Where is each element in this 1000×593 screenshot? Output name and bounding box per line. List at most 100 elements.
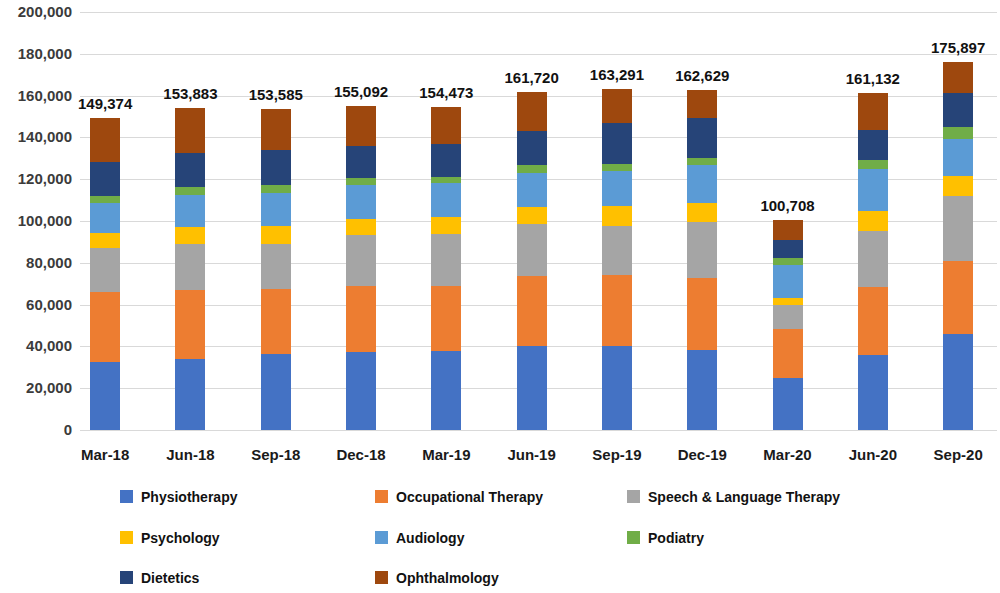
bar-segment-occupational-therapy <box>687 278 717 351</box>
bar-total-label: 100,708 <box>740 197 836 214</box>
x-axis-label: Mar-18 <box>62 446 148 463</box>
y-axis-tick-label: 100,000 <box>0 212 72 230</box>
bar-segment-occupational-therapy <box>943 261 973 334</box>
bar-segment-speech-language-therapy <box>858 231 888 286</box>
legend-label: Podiatry <box>648 530 704 546</box>
bar-total-label: 155,092 <box>313 83 409 100</box>
bar-sep-19 <box>602 89 632 430</box>
bar-segment-speech-language-therapy <box>431 234 461 286</box>
legend-label: Speech & Language Therapy <box>648 489 840 505</box>
y-axis-tick-label: 60,000 <box>0 296 72 314</box>
bar-segment-occupational-therapy <box>90 292 120 362</box>
bar-segment-dietetics <box>687 118 717 157</box>
legend-swatch-dietetics <box>120 571 133 584</box>
bar-segment-podiatry <box>687 158 717 165</box>
bar-segment-psychology <box>858 211 888 231</box>
bar-segment-physiotherapy <box>602 346 632 430</box>
bar-segment-physiotherapy <box>346 352 376 430</box>
bar-segment-audiology <box>517 173 547 208</box>
bar-segment-occupational-therapy <box>602 275 632 346</box>
bar-segment-physiotherapy <box>517 346 547 430</box>
bar-segment-psychology <box>90 233 120 248</box>
bar-segment-physiotherapy <box>175 359 205 430</box>
bar-segment-occupational-therapy <box>346 286 376 352</box>
bar-segment-speech-language-therapy <box>175 244 205 290</box>
y-axis-tick-label: 40,000 <box>0 337 72 355</box>
bar-mar-19 <box>431 107 461 430</box>
bar-sep-18 <box>261 109 291 430</box>
stacked-bar-chart: 020,00040,00060,00080,000100,000120,0001… <box>0 0 1000 593</box>
legend-label: Physiotherapy <box>141 489 237 505</box>
y-axis-tick-label: 200,000 <box>0 3 72 21</box>
bar-segment-physiotherapy <box>687 350 717 430</box>
legend-swatch-occupational-therapy <box>375 490 388 503</box>
bar-segment-audiology <box>431 183 461 216</box>
bar-segment-psychology <box>687 203 717 222</box>
bar-segment-dietetics <box>346 146 376 179</box>
bar-segment-audiology <box>261 193 291 226</box>
bar-segment-psychology <box>602 206 632 225</box>
gridline <box>80 430 997 431</box>
x-axis-label: Mar-19 <box>403 446 489 463</box>
legend-swatch-ophthalmology <box>375 571 388 584</box>
x-axis-label: Jun-18 <box>147 446 233 463</box>
bar-mar-18 <box>90 118 120 430</box>
bar-segment-dietetics <box>517 131 547 164</box>
bar-segment-occupational-therapy <box>261 289 291 355</box>
bar-segment-occupational-therapy <box>773 329 803 377</box>
legend-label: Occupational Therapy <box>396 489 543 505</box>
bar-segment-audiology <box>943 139 973 176</box>
bar-segment-speech-language-therapy <box>687 222 717 278</box>
bar-segment-psychology <box>517 207 547 224</box>
legend-swatch-psychology <box>120 531 133 544</box>
bar-segment-physiotherapy <box>943 334 973 430</box>
bar-segment-podiatry <box>943 127 973 139</box>
legend-swatch-speech-language-therapy <box>627 490 640 503</box>
gridline <box>80 12 997 13</box>
bar-segment-speech-language-therapy <box>90 248 120 293</box>
bar-segment-ophthalmology <box>517 92 547 131</box>
bar-segment-podiatry <box>602 164 632 171</box>
legend-item-audiology: Audiology <box>375 529 464 546</box>
bar-segment-audiology <box>858 169 888 212</box>
bar-segment-audiology <box>90 203 120 233</box>
bar-total-label: 153,585 <box>228 86 324 103</box>
bar-segment-occupational-therapy <box>431 286 461 351</box>
legend-label: Ophthalmology <box>396 570 499 586</box>
y-axis-tick-label: 20,000 <box>0 379 72 397</box>
bar-segment-ophthalmology <box>90 118 120 162</box>
x-axis-label: Jun-20 <box>830 446 916 463</box>
bar-segment-podiatry <box>90 196 120 203</box>
bar-total-label: 149,374 <box>57 95 153 112</box>
y-axis-tick-label: 0 <box>0 421 72 439</box>
bar-segment-occupational-therapy <box>858 287 888 356</box>
bar-total-label: 163,291 <box>569 66 665 83</box>
legend-item-occupational-therapy: Occupational Therapy <box>375 488 543 505</box>
legend-item-podiatry: Podiatry <box>627 529 704 546</box>
bar-segment-ophthalmology <box>261 109 291 150</box>
bar-segment-psychology <box>261 226 291 243</box>
bar-segment-ophthalmology <box>943 62 973 93</box>
bar-segment-speech-language-therapy <box>346 235 376 286</box>
bar-segment-dietetics <box>90 162 120 196</box>
bar-jun-19 <box>517 92 547 430</box>
bar-segment-dietetics <box>602 123 632 164</box>
bar-segment-ophthalmology <box>773 220 803 240</box>
legend-item-psychology: Psychology <box>120 529 220 546</box>
bar-segment-psychology <box>431 217 461 234</box>
bar-mar-20 <box>773 220 803 430</box>
bar-segment-physiotherapy <box>431 351 461 430</box>
bar-total-label: 161,132 <box>825 70 921 87</box>
bar-dec-18 <box>346 106 376 430</box>
x-axis-label: Dec-19 <box>659 446 745 463</box>
x-axis-label: Jun-19 <box>489 446 575 463</box>
bar-segment-podiatry <box>346 178 376 185</box>
bar-total-label: 154,473 <box>398 84 494 101</box>
bar-segment-dietetics <box>858 130 888 160</box>
bar-total-label: 162,629 <box>654 67 750 84</box>
bar-segment-podiatry <box>858 160 888 169</box>
bar-segment-dietetics <box>943 93 973 127</box>
bar-jun-20 <box>858 93 888 430</box>
bar-segment-ophthalmology <box>687 90 717 118</box>
legend-swatch-audiology <box>375 531 388 544</box>
